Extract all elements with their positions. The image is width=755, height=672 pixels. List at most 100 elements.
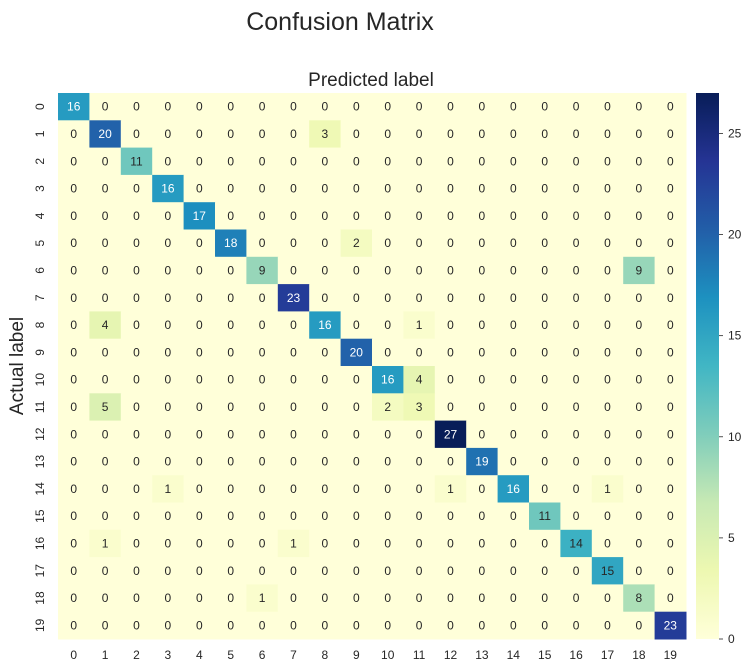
heatmap-cell-r4-c7 — [277, 202, 310, 230]
heatmap-cell-r15-c7 — [277, 502, 310, 531]
cell-value-r10-c4: 0 — [196, 373, 203, 387]
cell-value-r10-c0: 0 — [70, 373, 77, 387]
cell-value-r18-c19: 0 — [667, 591, 674, 605]
heatmap-cell-r6-c8 — [309, 256, 342, 285]
cell-value-r10-c1: 0 — [102, 373, 109, 387]
cell-value-r5-c3: 0 — [165, 236, 172, 250]
heatmap-cell-r16-c14 — [497, 529, 530, 558]
y-tick-label-6: 6 — [33, 267, 47, 274]
heatmap-cell-r0-c17 — [591, 93, 624, 121]
cell-value-r14-c15: 0 — [541, 482, 548, 496]
heatmap-cell-r4-c13 — [466, 202, 499, 230]
heatmap-cell-r1-c4 — [183, 120, 216, 149]
heatmap-cell-r10-c19 — [654, 366, 687, 394]
heatmap-cell-r10-c8 — [309, 366, 342, 394]
heatmap-cell-r5-c13 — [466, 229, 499, 258]
heatmap-cell-r11-c6 — [246, 393, 279, 422]
heatmap-cell-r2-c7 — [277, 147, 310, 176]
heatmap-cell-r16-c6 — [246, 529, 279, 558]
heatmap-cell-r2-c18 — [623, 147, 656, 176]
cell-value-r17-c6: 0 — [259, 564, 266, 578]
cell-value-r16-c6: 0 — [259, 536, 266, 550]
heatmap-cell-r6-c2 — [120, 256, 153, 285]
y-tick-label-9: 9 — [33, 349, 47, 356]
heatmap-cell-r6-c6 — [246, 256, 279, 285]
cell-value-r12-c0: 0 — [70, 427, 77, 441]
cell-value-r18-c9: 0 — [353, 591, 360, 605]
cell-value-r0-c15: 0 — [541, 100, 548, 114]
cell-value-r1-c10: 0 — [384, 127, 391, 141]
heatmap-cell-r17-c5 — [215, 557, 247, 585]
cell-value-r5-c8: 0 — [322, 236, 329, 250]
cell-value-r2-c6: 0 — [259, 154, 266, 168]
cell-value-r15-c12: 0 — [447, 509, 454, 523]
cell-value-r18-c10: 0 — [384, 591, 391, 605]
heatmap-cell-r14-c9 — [340, 475, 373, 503]
cell-value-r15-c13: 0 — [479, 509, 486, 523]
cell-value-r18-c11: 0 — [416, 591, 423, 605]
cell-value-r3-c2: 0 — [133, 182, 140, 196]
cell-value-r5-c14: 0 — [510, 236, 517, 250]
cell-value-r0-c13: 0 — [479, 100, 486, 114]
cell-value-r12-c12: 27 — [444, 427, 458, 441]
cell-value-r9-c15: 0 — [541, 345, 548, 359]
cell-value-r17-c4: 0 — [196, 564, 203, 578]
cell-value-r6-c15: 0 — [541, 263, 548, 277]
heatmap-cell-r18-c7 — [277, 584, 310, 613]
cell-value-r6-c12: 0 — [447, 263, 454, 277]
cell-value-r19-c14: 0 — [510, 618, 517, 632]
heatmap-cell-r1-c18 — [623, 120, 656, 149]
cell-value-r17-c9: 0 — [353, 564, 360, 578]
cell-value-r1-c17: 0 — [604, 127, 611, 141]
heatmap-cell-r7-c19 — [654, 284, 687, 312]
cell-value-r12-c1: 0 — [102, 427, 109, 441]
heatmap-cell-r10-c1 — [89, 366, 122, 394]
heatmap-cell-r13-c7 — [277, 447, 310, 476]
cell-value-r14-c1: 0 — [102, 482, 109, 496]
cell-value-r5-c16: 0 — [573, 236, 580, 250]
cell-value-r12-c8: 0 — [322, 427, 329, 441]
cell-value-r0-c14: 0 — [510, 100, 517, 114]
heatmap-cell-r1-c15 — [529, 120, 561, 149]
heatmap-cell-r8-c12 — [434, 311, 467, 340]
heatmap-cell-r1-c16 — [560, 120, 593, 149]
heatmap-cell-r2-c17 — [591, 147, 624, 176]
cell-value-r2-c19: 0 — [667, 154, 674, 168]
heatmap-cell-r5-c10 — [372, 229, 404, 258]
cell-value-r16-c17: 0 — [604, 536, 611, 550]
cell-value-r16-c14: 0 — [510, 536, 517, 550]
heatmap-cell-r8-c15 — [529, 311, 561, 340]
cell-value-r7-c12: 0 — [447, 291, 454, 305]
cell-value-r17-c16: 0 — [573, 564, 580, 578]
heatmap-cell-r2-c15 — [529, 147, 561, 176]
cell-value-r6-c6: 9 — [259, 263, 266, 277]
chart-title: Confusion Matrix — [246, 8, 434, 36]
heatmap-cell-r12-c10 — [372, 420, 404, 449]
heatmap-cell-r2-c6 — [246, 147, 279, 176]
cell-value-r15-c9: 0 — [353, 509, 360, 523]
heatmap-cell-r11-c18 — [623, 393, 656, 422]
cell-value-r8-c5: 0 — [227, 318, 234, 332]
cell-value-r5-c19: 0 — [667, 236, 674, 250]
heatmap-cell-r19-c13 — [466, 611, 499, 640]
cell-value-r12-c11: 0 — [416, 427, 423, 441]
cell-value-r3-c6: 0 — [259, 182, 266, 196]
cell-value-r14-c12: 1 — [447, 482, 454, 496]
cell-value-r13-c6: 0 — [259, 455, 266, 469]
cell-value-r12-c4: 0 — [196, 427, 203, 441]
cell-value-r6-c17: 0 — [604, 263, 611, 277]
heatmap-cell-r15-c18 — [623, 502, 656, 531]
heatmap-cell-r7-c3 — [152, 284, 185, 312]
heatmap-cell-r17-c14 — [497, 557, 530, 585]
cell-value-r19-c6: 0 — [259, 618, 266, 632]
cell-value-r1-c12: 0 — [447, 127, 454, 141]
colorbar-tick-label-3: 15 — [728, 329, 742, 343]
cell-value-r1-c1: 20 — [98, 127, 112, 141]
heatmap-cell-r11-c1 — [89, 393, 122, 422]
heatmap-cell-r1-c11 — [403, 120, 436, 149]
heatmap-cell-r1-c17 — [591, 120, 624, 149]
x-tick-label-10: 10 — [381, 648, 395, 662]
heatmap-cell-r4-c11 — [403, 202, 436, 230]
heatmap-cell-r15-c12 — [434, 502, 467, 531]
cell-value-r6-c14: 0 — [510, 263, 517, 277]
